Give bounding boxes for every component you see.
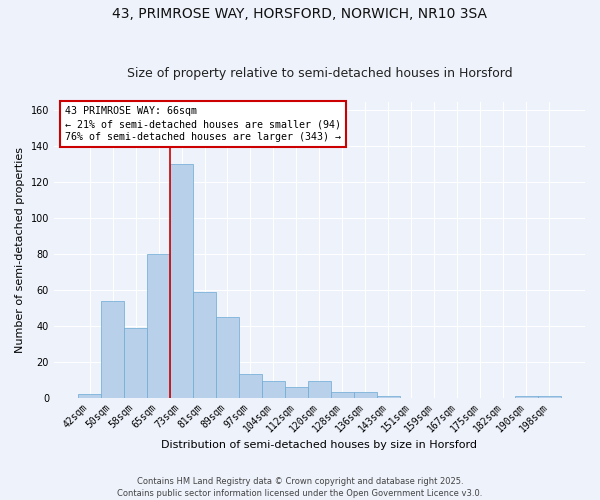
Text: Contains HM Land Registry data © Crown copyright and database right 2025.
Contai: Contains HM Land Registry data © Crown c… bbox=[118, 476, 482, 498]
Bar bbox=[170, 164, 193, 398]
Text: 43, PRIMROSE WAY, HORSFORD, NORWICH, NR10 3SA: 43, PRIMROSE WAY, HORSFORD, NORWICH, NR1… bbox=[113, 8, 487, 22]
Bar bbox=[239, 374, 262, 398]
Text: 43 PRIMROSE WAY: 66sqm
← 21% of semi-detached houses are smaller (94)
76% of sem: 43 PRIMROSE WAY: 66sqm ← 21% of semi-det… bbox=[65, 106, 341, 142]
Bar bbox=[515, 396, 538, 398]
Bar bbox=[308, 382, 331, 398]
Y-axis label: Number of semi-detached properties: Number of semi-detached properties bbox=[15, 146, 25, 352]
Bar bbox=[193, 292, 216, 398]
Bar bbox=[147, 254, 170, 398]
Bar bbox=[124, 328, 147, 398]
Bar bbox=[78, 394, 101, 398]
Bar bbox=[331, 392, 354, 398]
Bar bbox=[354, 392, 377, 398]
Title: Size of property relative to semi-detached houses in Horsford: Size of property relative to semi-detach… bbox=[127, 66, 512, 80]
X-axis label: Distribution of semi-detached houses by size in Horsford: Distribution of semi-detached houses by … bbox=[161, 440, 478, 450]
Bar bbox=[285, 387, 308, 398]
Bar bbox=[538, 396, 561, 398]
Bar bbox=[101, 300, 124, 398]
Bar bbox=[216, 317, 239, 398]
Bar bbox=[262, 382, 285, 398]
Bar bbox=[377, 396, 400, 398]
